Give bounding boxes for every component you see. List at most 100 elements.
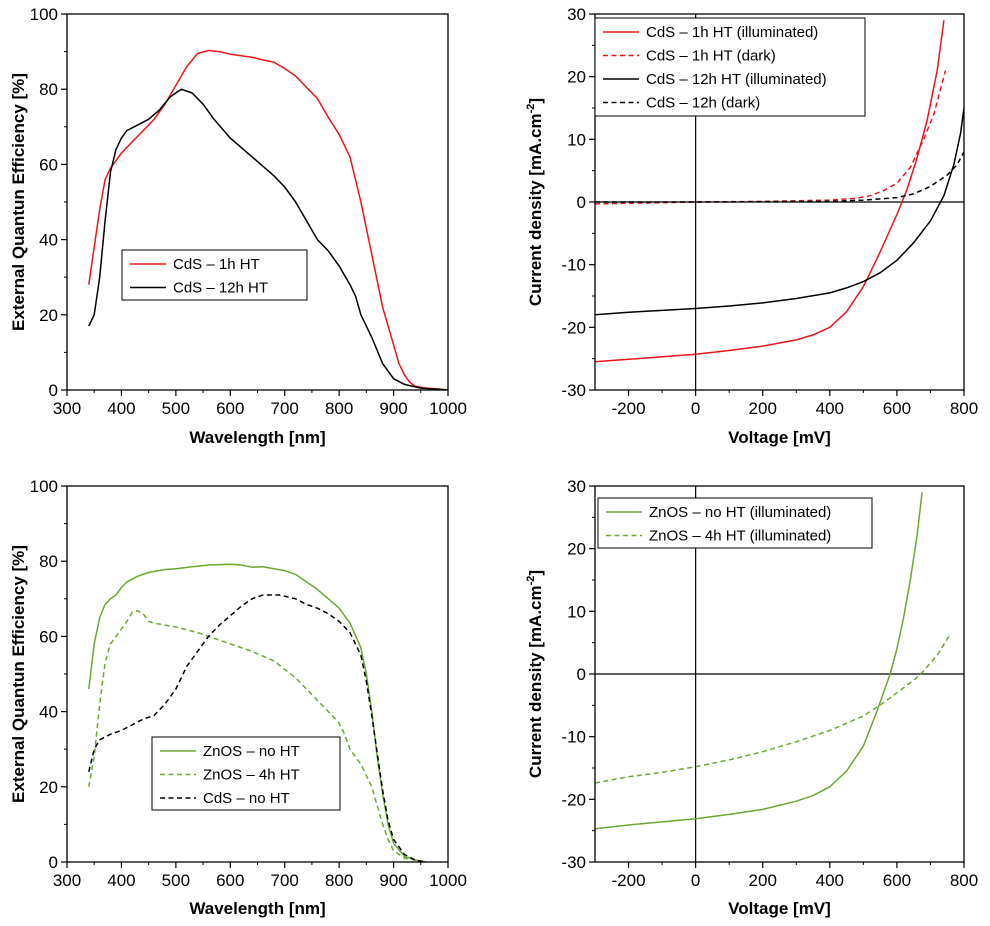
x-tick-label: 400	[816, 871, 844, 890]
series-group	[595, 20, 964, 363]
x-axis-label: Wavelength [nm]	[189, 899, 325, 918]
legend-entry: CdS – 1h HT (illuminated)	[646, 24, 818, 41]
series-line-1	[595, 20, 945, 363]
y-tick-label: 0	[577, 193, 586, 212]
legend: CdS – 1h HT CdS – 12h HT	[121, 249, 308, 301]
y-tick-label: 80	[39, 552, 58, 571]
x-tick-label: 300	[53, 871, 81, 890]
x-tick-label: 400	[107, 871, 135, 890]
legend: ZnOS – no HT (illuminated) ZnOS – 4h HT (…	[597, 497, 873, 549]
x-tick-label: 0	[691, 871, 700, 890]
x-tick-label: 600	[883, 399, 911, 418]
y-tick-label: -30	[561, 853, 586, 872]
x-tick-label: 900	[379, 399, 407, 418]
x-tick-label: 500	[162, 871, 190, 890]
y-tick-label: 10	[567, 130, 586, 149]
x-tick-label: 800	[950, 871, 978, 890]
y-tick-label: 30	[567, 477, 586, 496]
y-tick-label: -30	[561, 381, 586, 400]
y-tick-label: 10	[567, 602, 586, 621]
x-tick-label: 600	[216, 871, 244, 890]
y-tick-label: 100	[30, 477, 58, 496]
x-tick-label: -200	[612, 871, 646, 890]
series-group	[88, 563, 427, 862]
series-line-3	[595, 107, 964, 316]
series-line-1	[88, 563, 427, 862]
y-tick-label: -20	[561, 318, 586, 337]
x-tick-label: 0	[691, 399, 700, 418]
y-tick-label: 20	[39, 306, 58, 325]
series-line-3	[88, 594, 427, 862]
series-line-2	[88, 610, 427, 862]
y-tick-label: 60	[39, 627, 58, 646]
legend-box	[121, 249, 308, 301]
chart-panel-3: 300 400 500 600 700 800 900 1000 0 20 40 60 80 100 Wav…	[9, 477, 467, 918]
legend: CdS – 1h HT (illuminated) CdS – 1h HT (da…	[594, 17, 866, 117]
legend-entry: CdS – 1h HT (dark)	[646, 48, 776, 65]
y-axis-label: Current density [mA.cm-2]	[525, 570, 545, 778]
y-axis-label: External Quantun Efficiency [%]	[9, 73, 28, 331]
y-tick-label: 0	[49, 853, 58, 872]
y-axis-label: Current density [mA.cm-2]	[525, 98, 545, 306]
x-tick-label: 700	[271, 399, 299, 418]
x-tick-label: 600	[216, 399, 244, 418]
legend-entry: CdS – 12h HT	[173, 280, 268, 297]
chart-panel-4: -200 0 200 400 600 800 -30 -20 -10 0 10 20 30 Voltage…	[525, 477, 978, 918]
y-tick-label: 20	[39, 778, 58, 797]
x-tick-label: 800	[325, 871, 353, 890]
x-tick-label: 600	[883, 871, 911, 890]
legend-entry: ZnOS – no HT	[203, 743, 300, 760]
y-tick-label: 30	[567, 5, 586, 24]
x-tick-label: 900	[379, 871, 407, 890]
legend: ZnOS – no HT ZnOS – 4h HT CdS – no HT	[151, 736, 341, 811]
x-axis-label: Voltage [mV]	[728, 428, 831, 447]
y-tick-label: 0	[49, 381, 58, 400]
y-tick-label: 40	[39, 703, 58, 722]
legend-entry: ZnOS – no HT (illuminated)	[649, 504, 831, 521]
x-tick-label: 200	[749, 399, 777, 418]
x-tick-label: 1000	[429, 399, 467, 418]
x-tick-label: 400	[816, 399, 844, 418]
series-line-2	[595, 636, 950, 784]
x-tick-label: 400	[107, 399, 135, 418]
x-tick-label: 300	[53, 399, 81, 418]
legend-entry: ZnOS – 4h HT	[203, 767, 300, 784]
y-tick-label: 80	[39, 80, 58, 99]
legend-entry: ZnOS – 4h HT (illuminated)	[649, 528, 831, 545]
legend-entry: CdS – 12h HT (illuminated)	[646, 71, 827, 88]
y-tick-label: 20	[567, 540, 586, 559]
y-tick-label: 60	[39, 155, 58, 174]
x-tick-label: 700	[271, 871, 299, 890]
x-axis-label: Voltage [mV]	[728, 899, 831, 918]
x-tick-label: 500	[162, 399, 190, 418]
x-axis-label: Wavelength [nm]	[189, 428, 325, 447]
legend-entry: CdS – 1h HT	[173, 256, 260, 273]
x-tick-label: 1000	[429, 871, 467, 890]
legend-entry: CdS – no HT	[203, 790, 290, 807]
x-tick-label: 800	[950, 399, 978, 418]
legend-box	[594, 17, 866, 117]
x-tick-label: -200	[612, 399, 646, 418]
y-tick-label: -10	[561, 256, 586, 275]
y-tick-label: -20	[561, 790, 586, 809]
y-axis-label: External Quantun Efficiency [%]	[9, 545, 28, 803]
y-tick-label: 0	[577, 665, 586, 684]
chart-panel-1: 300 400 500 600 700 800 900 1000 0 20 40 60 80 100 Wav…	[9, 5, 467, 447]
series-line-4	[595, 151, 964, 203]
x-tick-label: 200	[749, 871, 777, 890]
y-tick-label: 40	[39, 231, 58, 250]
y-tick-label: 20	[567, 68, 586, 87]
legend-entry: CdS – 12h (dark)	[646, 95, 760, 112]
y-tick-label: 100	[30, 5, 58, 24]
series-line-2	[88, 88, 448, 390]
y-tick-label: -10	[561, 728, 586, 747]
x-tick-label: 800	[325, 399, 353, 418]
series-group	[88, 49, 448, 390]
chart-panel-2: -200 0 200 400 600 800 -30 -20 -10 0 10 20 30 Voltage…	[525, 5, 978, 447]
legend-box	[151, 736, 341, 811]
series-line-1	[595, 492, 923, 830]
legend-box	[597, 497, 873, 549]
series-line-1	[88, 49, 448, 390]
series-group	[595, 492, 950, 830]
